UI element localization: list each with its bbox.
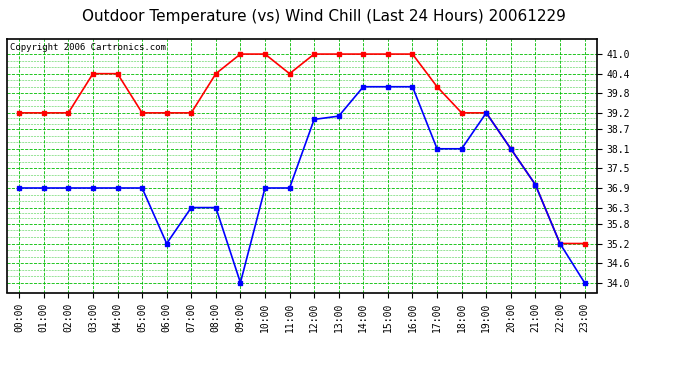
- Text: Copyright 2006 Cartronics.com: Copyright 2006 Cartronics.com: [10, 43, 166, 52]
- Text: Outdoor Temperature (vs) Wind Chill (Last 24 Hours) 20061229: Outdoor Temperature (vs) Wind Chill (Las…: [82, 9, 566, 24]
